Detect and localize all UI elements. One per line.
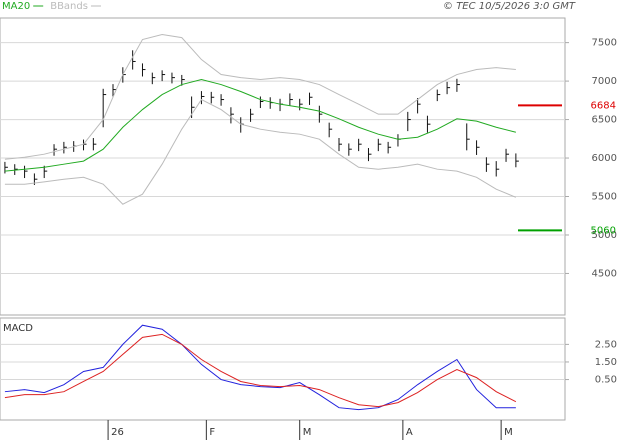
y-tick-label: 0.50: [595, 375, 617, 386]
source: © TEC 10/5/2026 3:0 GMT: [443, 1, 576, 12]
y-tick-label: 2.50: [595, 339, 617, 350]
y-tick-label: 6000: [592, 153, 617, 164]
x-tick-label: F: [209, 427, 215, 438]
legend-label: BBands: [50, 1, 88, 12]
x-tick-label: A: [406, 427, 413, 438]
x-tick-label: M: [303, 427, 312, 438]
price-panel: [0, 17, 566, 316]
y-tick-label: 5500: [592, 192, 617, 203]
macd-panel: [0, 317, 566, 421]
y-tick-label: 5000: [592, 230, 617, 241]
y-tick-label: 4500: [592, 268, 617, 279]
line: [4, 333, 517, 408]
line: [4, 324, 516, 411]
x-tick-label: M: [504, 427, 513, 438]
level-label: 6684: [591, 100, 616, 111]
y-tick-label: 7000: [592, 76, 617, 87]
level-label: 5060: [591, 225, 616, 236]
y-tick-label: 1.50: [595, 357, 617, 368]
overlay-line: [4, 79, 516, 172]
overlay-line: [4, 34, 516, 160]
legend-label: MA20: [2, 1, 30, 12]
y-tick-label: 6500: [592, 115, 617, 126]
overlay-line: [4, 98, 517, 205]
x-tick-label: 26: [111, 427, 124, 438]
y-tick-label: 7500: [592, 38, 617, 49]
macd-title: MACD: [3, 323, 33, 334]
